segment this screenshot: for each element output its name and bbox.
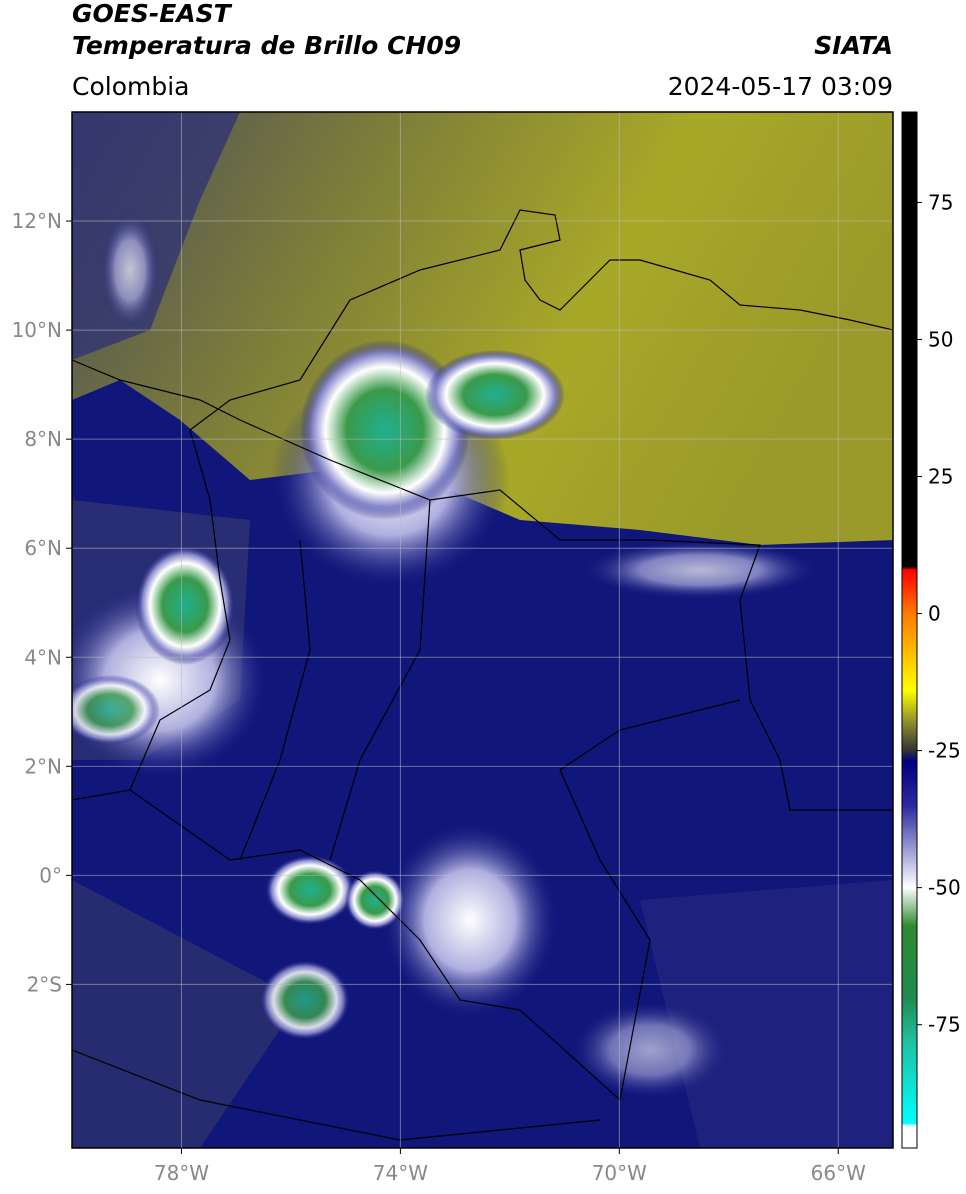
colorbar-tick-label: 75 <box>928 190 953 214</box>
x-tick-label: 78°W <box>154 1161 209 1185</box>
y-tick-label: 0° <box>39 863 62 887</box>
satellite-image <box>72 112 893 1148</box>
title-line2: Temperatura de Brillo CH09 <box>72 31 461 60</box>
y-tick-label: 8°N <box>24 427 62 451</box>
x-tick-label: 70°W <box>592 1161 647 1185</box>
timestamp: 2024-05-17 03:09 <box>668 72 893 101</box>
colorbar <box>901 111 918 1149</box>
y-tick-label: 2°N <box>24 754 62 778</box>
title-line1: GOES-EAST <box>72 0 233 28</box>
x-tick-label: 66°W <box>811 1161 866 1185</box>
y-tick-label: 12°N <box>12 209 62 233</box>
y-tick-label: 2°S <box>27 972 62 996</box>
grid <box>72 112 893 1148</box>
map-frame <box>71 111 894 1149</box>
region: Colombia <box>72 72 189 101</box>
colorbar-tick-label: -50 <box>928 876 961 900</box>
source: SIATA <box>814 31 893 60</box>
colorbar-tick-label: 25 <box>928 465 953 489</box>
y-tick-label: 4°N <box>24 645 62 669</box>
y-tick-label: 6°N <box>24 536 62 560</box>
colorbar-tick-label: 50 <box>928 327 953 351</box>
colorbar-tick-label: -75 <box>928 1013 961 1037</box>
y-tick-label: 10°N <box>12 318 62 342</box>
colorbar-tick-label: 0 <box>928 602 941 626</box>
x-tick-label: 74°W <box>373 1161 428 1185</box>
colorbar-tick-label: -25 <box>928 739 961 763</box>
